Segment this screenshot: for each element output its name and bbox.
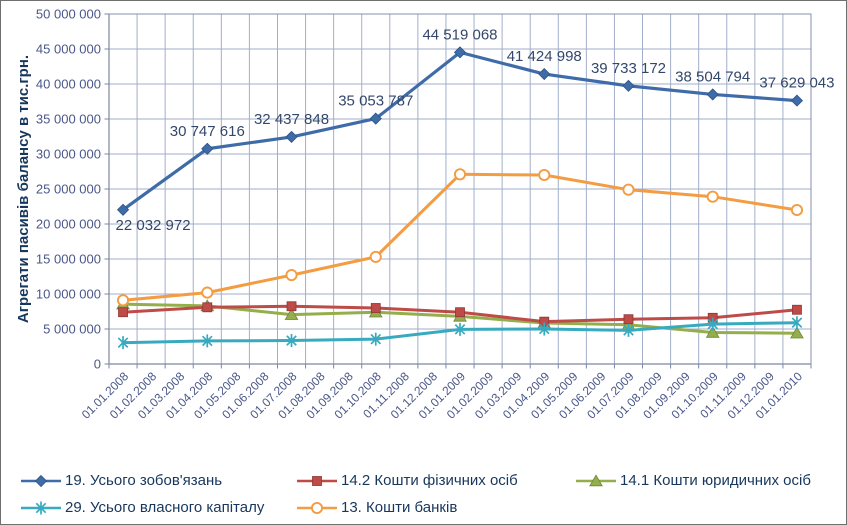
legend-label: 29. Усього власного капіталу [65, 499, 265, 516]
svg-text:40 000 000: 40 000 000 [36, 77, 101, 92]
legend-marker-triangle-icon [576, 473, 616, 486]
svg-text:35 000 000: 35 000 000 [36, 112, 101, 127]
legend-marker-diamond-icon [21, 474, 61, 487]
series-4 [116, 168, 804, 307]
y-axis-tick-labels: 50 000 000 45 000 000 40 000 000 35 000 000… [36, 7, 101, 372]
series-0 [116, 46, 804, 216]
svg-text:22 032 972: 22 032 972 [116, 217, 191, 234]
legend-item-total-liabilities: 19. Усього зобов'язань [19, 472, 295, 489]
legend-label: 13. Кошти банків [341, 499, 458, 516]
svg-text:45 000 000: 45 000 000 [36, 42, 101, 57]
svg-text:0: 0 [94, 357, 101, 372]
y-axis-title: Агрегати пасивів балансу в тис.грн. [15, 55, 32, 323]
legend-item-corporate-funds: 14.1 Кошти юридичних осіб [574, 472, 835, 489]
legend-marker-square-icon [297, 475, 337, 486]
svg-text:37 629 043: 37 629 043 [759, 75, 834, 92]
svg-text:10 000 000: 10 000 000 [36, 287, 101, 302]
legend-label: 14.2 Кошти фізичних осіб [341, 472, 518, 489]
svg-text:38 504 794: 38 504 794 [675, 68, 750, 85]
svg-text:30 747 616: 30 747 616 [170, 123, 245, 140]
series-3 [117, 316, 803, 350]
svg-text:5 000 000: 5 000 000 [43, 322, 101, 337]
svg-text:30 000 000: 30 000 000 [36, 147, 101, 162]
chart-legend: 19. Усього зобов'язань 14.2 Кошти фізичн… [19, 467, 835, 521]
legend-label: 19. Усього зобов'язань [65, 472, 223, 489]
svg-text:25 000 000: 25 000 000 [36, 182, 101, 197]
svg-text:44 519 068: 44 519 068 [422, 26, 497, 43]
svg-text:32 437 848: 32 437 848 [254, 111, 329, 128]
x-axis-tick-labels: 01.01.200801.02.200801.03.200801.04.2008… [79, 369, 806, 422]
legend-item-bank-funds: 13. Кошти банків [295, 499, 574, 516]
svg-text:41 424 998: 41 424 998 [507, 48, 582, 65]
svg-text:50 000 000: 50 000 000 [36, 7, 101, 22]
series-0-data-labels: 22 032 972 30 747 616 32 437 848 35 053 787… [116, 26, 835, 233]
axes [104, 13, 812, 369]
legend-marker-circle-icon [297, 501, 337, 514]
svg-text:15 000 000: 15 000 000 [36, 252, 101, 267]
svg-text:35 053 787: 35 053 787 [338, 93, 413, 110]
svg-text:39 733 172: 39 733 172 [591, 60, 666, 77]
legend-item-individual-funds: 14.2 Кошти фізичних осіб [295, 472, 574, 489]
legend-marker-star-icon [21, 501, 61, 514]
svg-text:20 000 000: 20 000 000 [36, 217, 101, 232]
line-chart-plot: 50 000 000 45 000 000 40 000 000 35 000 000… [15, 7, 835, 422]
legend-label: 14.1 Кошти юридичних осіб [620, 472, 811, 489]
legend-item-own-capital: 29. Усього власного капіталу [19, 499, 295, 516]
